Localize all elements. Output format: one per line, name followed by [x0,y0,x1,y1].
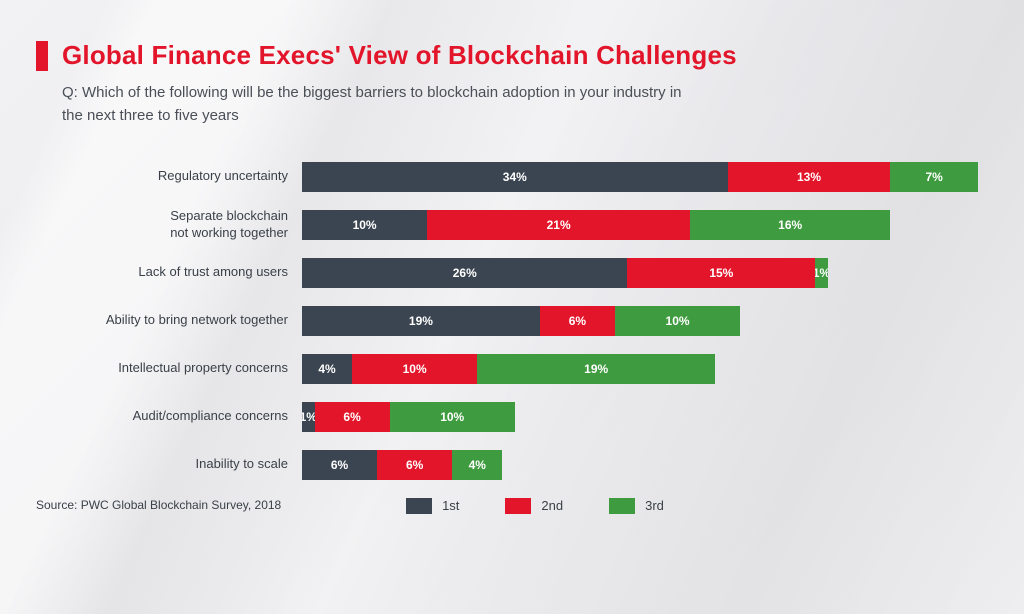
row-label: Audit/compliance concerns [82,408,302,424]
bar-segment: 19% [477,354,715,384]
chart-row: Regulatory uncertainty34%13%7% [82,162,978,192]
bar-chart: Regulatory uncertainty34%13%7%Separate b… [82,162,978,480]
chart-row: Inability to scale6%6%4% [82,450,978,480]
bar-segment: 10% [615,306,740,336]
bar-track: 10%21%16% [302,210,978,240]
bar-segment: 1% [815,258,828,288]
chart-row: Audit/compliance concerns1%6%10% [82,402,978,432]
chart-row: Separate blockchainnot working together1… [82,210,978,240]
bar-track: 4%10%19% [302,354,978,384]
bar-track: 34%13%7% [302,162,978,192]
row-label: Lack of trust among users [82,264,302,280]
bar-segment: 10% [302,210,427,240]
bar-segment: 16% [690,210,890,240]
chart-row: Intellectual property concerns4%10%19% [82,354,978,384]
bar-track: 6%6%4% [302,450,978,480]
page-title: Global Finance Execs' View of Blockchain… [62,40,737,71]
row-label: Separate blockchainnot working together [82,208,302,241]
legend-item: 2nd [505,498,563,514]
source-attribution: Source: PWC Global Blockchain Survey, 20… [36,498,281,512]
bar-segment: 4% [452,450,502,480]
bar-segment: 15% [627,258,815,288]
bar-track: 26%15%1% [302,258,978,288]
bar-track: 1%6%10% [302,402,978,432]
legend-item: 3rd [609,498,664,514]
bar-segment: 34% [302,162,728,192]
bar-segment: 13% [728,162,891,192]
page-subtitle: Q: Which of the following will be the bi… [62,81,702,128]
bar-segment: 1% [302,402,315,432]
bar-track: 19%6%10% [302,306,978,336]
row-label: Ability to bring network together [82,312,302,328]
bar-segment: 4% [302,354,352,384]
bar-segment: 6% [540,306,615,336]
legend-swatch [609,498,635,514]
bar-segment: 21% [427,210,690,240]
bar-segment: 6% [315,402,390,432]
title-row: Global Finance Execs' View of Blockchain… [36,40,988,71]
bar-segment: 10% [352,354,477,384]
legend-item: 1st [406,498,459,514]
legend-swatch [505,498,531,514]
title-accent-bar [36,41,48,71]
chart-row: Lack of trust among users26%15%1% [82,258,978,288]
legend-label: 1st [442,498,459,513]
chart-row: Ability to bring network together19%6%10… [82,306,978,336]
bar-segment: 6% [377,450,452,480]
legend-label: 2nd [541,498,563,513]
bar-segment: 19% [302,306,540,336]
row-label: Intellectual property concerns [82,360,302,376]
infographic-page: Global Finance Execs' View of Blockchain… [0,0,1024,534]
bar-segment: 7% [890,162,978,192]
legend-label: 3rd [645,498,664,513]
bar-segment: 6% [302,450,377,480]
bar-segment: 26% [302,258,627,288]
row-label: Inability to scale [82,456,302,472]
legend-swatch [406,498,432,514]
bar-segment: 10% [390,402,515,432]
row-label: Regulatory uncertainty [82,168,302,184]
